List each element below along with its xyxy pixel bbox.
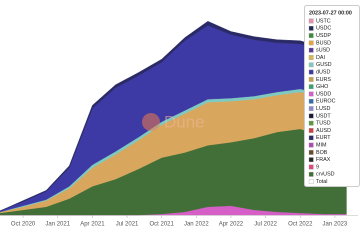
tooltip-item: dUSD [316,70,330,76]
tooltip-swatch [308,33,314,38]
x-tick-label: Jan 2023 [323,222,348,228]
tooltip-item: BOB [316,150,328,156]
tooltip-swatch [308,164,314,170]
tooltip-item: GHO [316,84,328,90]
tooltip-swatch [308,128,314,133]
tooltip-swatch [308,25,314,31]
tooltip-swatch [308,69,314,75]
tooltip-item: USDP [316,33,331,39]
tooltip-item: TUSD [316,121,331,127]
tooltip-item: EURS [316,77,331,83]
tooltip-swatch [308,135,314,141]
x-tick-label: Jan 2021 [45,222,70,228]
tooltip-swatch [308,84,314,90]
tooltip-item: 9 [316,164,319,170]
tooltip-item: FRAX [316,157,331,163]
tooltip-swatch [308,113,314,119]
x-tick-label: Oct 2022 [288,222,313,228]
tooltip-item: USDT [316,113,331,119]
x-tick-label: Oct 2020 [11,222,36,228]
tooltip-swatch [308,106,314,111]
x-tick-label: Jul 2022 [254,222,277,228]
x-tick-label: Oct 2021 [149,222,174,228]
tooltip-item: crvUSD [316,172,335,178]
tooltip-item: sUSD [316,48,330,54]
x-tick-label: Jan 2022 [184,222,209,228]
watermark-logo [142,113,160,131]
x-tick-label: Apr 2021 [80,222,105,228]
tooltip-title: 2023-07-27 00:00 [309,10,352,16]
watermark-text: Dune [164,112,205,131]
tooltip-swatch [308,77,314,82]
tooltip-item: USDC [316,26,331,32]
tooltip-item: Total [316,179,327,185]
tooltip-item: MIM [316,143,327,149]
tooltip-item: GUSD [316,62,332,68]
tooltip-swatch [308,62,314,68]
tooltip-swatch [308,55,314,60]
tooltip-swatch [308,120,314,126]
tooltip-swatch [308,150,314,155]
tooltip-item: EURT [316,135,331,141]
tooltip-item: USDD [316,91,331,97]
tooltip-swatch [308,157,314,163]
tooltip-swatch [308,171,314,177]
tooltip-item: EUROC [316,99,336,105]
tooltip-item: AUSD [316,128,331,134]
tooltip-swatch [308,40,314,46]
x-tick-label: Apr 2022 [219,222,244,228]
tooltip-item: DAI [316,55,325,61]
tooltip-swatch [308,47,314,53]
tooltip-swatch [308,18,314,24]
tooltip-swatch [308,142,314,148]
x-tick-label: Jul 2021 [116,222,139,228]
tooltip-item: LUSD [316,106,330,112]
tooltip-swatch [308,98,314,104]
tooltip-swatch [308,179,314,184]
tooltip-swatch [308,91,314,97]
watermark: Dune [142,112,205,131]
tooltip-item: USTC [316,18,331,24]
tooltip-item: BUSD [316,40,331,46]
